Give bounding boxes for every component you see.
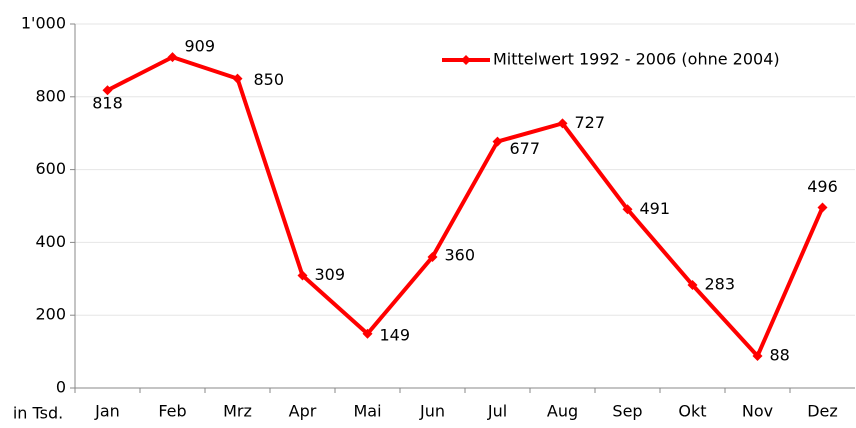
y-tick-label: 400 — [35, 232, 66, 251]
x-tick-label: Apr — [289, 402, 317, 421]
legend-marker — [461, 55, 471, 65]
data-label: 283 — [705, 274, 736, 293]
data-label: 818 — [92, 94, 123, 113]
data-point — [427, 251, 438, 262]
data-point — [557, 118, 568, 129]
data-label: 491 — [640, 199, 671, 218]
x-tick-label: Mai — [353, 402, 381, 421]
data-point — [232, 73, 243, 84]
data-label: 88 — [770, 345, 790, 364]
y-tick-label: 600 — [35, 159, 66, 178]
x-tick-label: Feb — [158, 402, 186, 421]
data-label: 309 — [315, 265, 346, 284]
x-tick-label: Jun — [419, 402, 445, 421]
data-point — [752, 350, 763, 361]
y-tick-label: 200 — [35, 305, 66, 324]
data-point — [492, 136, 503, 147]
data-label: 727 — [575, 113, 606, 132]
data-label: 677 — [510, 139, 541, 158]
series-line — [106, 55, 825, 358]
data-point — [102, 85, 113, 96]
data-label: 850 — [254, 70, 285, 89]
data-point — [817, 202, 828, 213]
data-label: 496 — [807, 177, 838, 196]
x-tick-label: Aug — [547, 402, 578, 421]
legend-label: Mittelwert 1992 - 2006 (ohne 2004) — [493, 50, 780, 69]
data-label: 360 — [445, 245, 476, 264]
data-point — [622, 204, 633, 215]
y-tick-label: 1'000 — [21, 14, 66, 33]
x-tick-label: Jan — [94, 402, 120, 421]
x-tick-label: Okt — [678, 402, 706, 421]
x-tick-label: Mrz — [223, 402, 252, 421]
x-tick-label: Nov — [742, 402, 773, 421]
data-label: 909 — [185, 37, 216, 56]
data-label: 149 — [380, 325, 411, 344]
data-point — [167, 52, 178, 63]
data-point — [362, 328, 373, 339]
y-tick-label: 0 — [56, 378, 66, 397]
data-point — [687, 279, 698, 290]
y-axis-label: in Tsd. — [13, 404, 63, 423]
x-tick-label: Sep — [612, 402, 642, 421]
x-tick-label: Jul — [487, 402, 507, 421]
x-tick-label: Dez — [807, 402, 838, 421]
data-point — [297, 270, 308, 281]
y-tick-label: 800 — [35, 86, 66, 105]
